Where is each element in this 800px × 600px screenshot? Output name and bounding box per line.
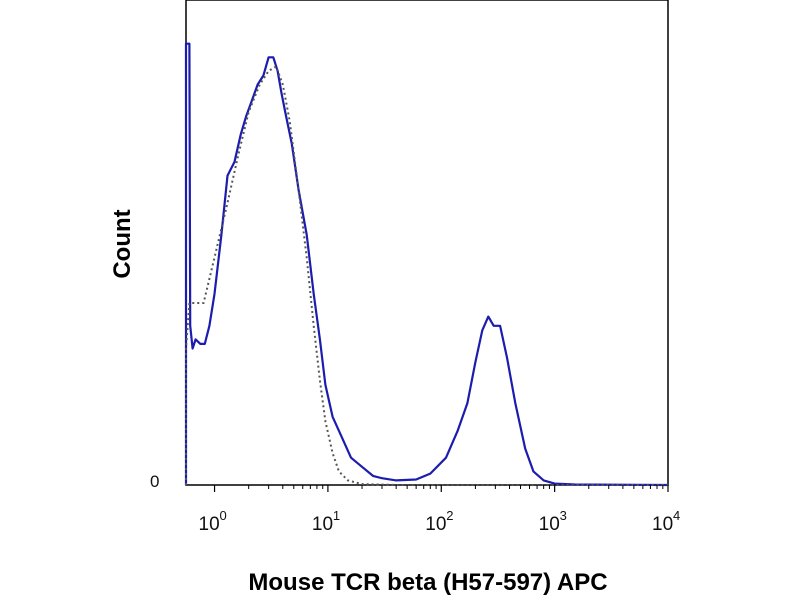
x-tick-label-exponent: 1	[333, 508, 340, 523]
series-layer	[184, 42, 669, 487]
series-line-control	[185, 65, 668, 486]
x-tick-label-exponent: 0	[220, 508, 227, 523]
x-axis-label: Mouse TCR beta (H57-597) APC	[248, 569, 607, 596]
plot-frame	[185, 0, 669, 486]
x-tick-label-base: 10	[652, 514, 673, 535]
y-axis-label: Count	[109, 209, 136, 278]
x-tick-label-base: 10	[312, 514, 333, 535]
x-tick-label-base: 10	[539, 514, 560, 535]
x-tick-layer: 10 0 10 1 10 2 10 3 10 4	[199, 485, 680, 535]
x-tick-label-exponent: 4	[673, 508, 680, 523]
x-tick-label-exponent: 3	[560, 508, 567, 523]
series-line-stained	[184, 42, 669, 487]
y-tick-label: 0	[150, 472, 159, 491]
x-tick-label-exponent: 2	[446, 508, 453, 523]
x-tick-label-base: 10	[199, 514, 220, 535]
x-tick-label-base: 10	[425, 514, 446, 535]
